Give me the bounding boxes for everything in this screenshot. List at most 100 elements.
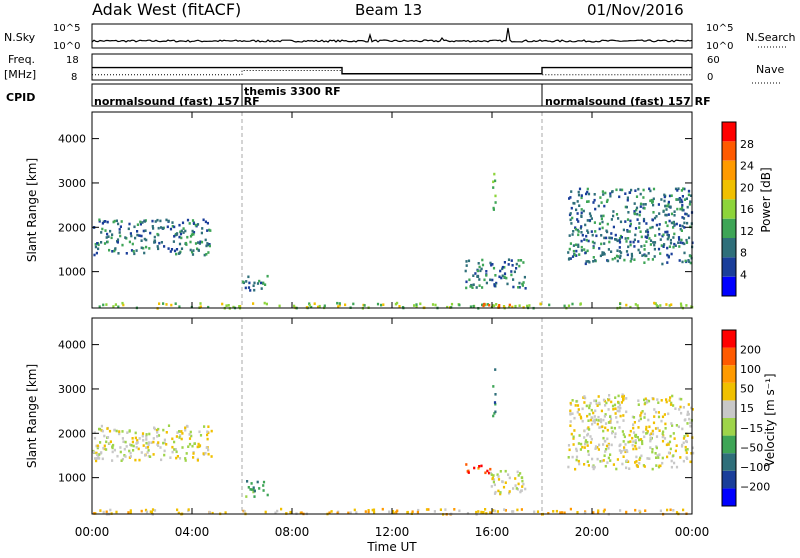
velocity-cell: [614, 396, 617, 399]
velocity-cell: [162, 428, 165, 432]
velocity-cell: [597, 510, 600, 514]
velocity-cell: [623, 435, 626, 439]
power-cell: [672, 226, 675, 229]
power-cell: [140, 246, 143, 250]
power-cell: [583, 248, 586, 251]
velocity-cell: [245, 495, 248, 498]
power-cell: [512, 278, 515, 281]
velocity-cell: [490, 473, 493, 476]
power-cell: [577, 245, 580, 248]
power-cell: [260, 281, 263, 285]
velocity-cell: [661, 415, 665, 419]
power-cell: [658, 227, 661, 231]
power-cell: [673, 242, 676, 246]
power-cell: [665, 208, 668, 211]
velocity-cell: [598, 426, 601, 429]
velocity-cell: [491, 477, 494, 481]
velocity-cell: [607, 408, 610, 411]
power-cell: [670, 252, 673, 256]
power-cell: [182, 227, 185, 230]
cpid-program-3: normalsound (fast) 157 RF: [545, 95, 711, 108]
power-cell: [653, 243, 656, 247]
velocity-cell: [568, 448, 571, 452]
velocity-cell: [411, 510, 414, 513]
velocity-cell: [190, 434, 193, 438]
power-cell: [642, 217, 646, 221]
power-cell: [189, 248, 192, 252]
power-cell: [244, 286, 247, 290]
velocity-cell: [623, 448, 626, 452]
velocity-cell: [649, 433, 652, 437]
power-cell: [100, 241, 103, 244]
power-cell: [651, 258, 654, 261]
power-cell: [610, 250, 613, 253]
velocity-cell: [622, 398, 625, 402]
velocity-cell: [655, 435, 659, 438]
power-cell: [98, 305, 101, 308]
velocity-cell: [632, 447, 635, 451]
power-cell: [670, 221, 673, 225]
power-cell: [633, 202, 636, 205]
power-cell: [638, 222, 641, 225]
power-cell: [630, 252, 633, 256]
velocity-cell: [252, 486, 255, 489]
power-cell: [645, 230, 648, 233]
velocity-cell: [680, 445, 684, 448]
power-cell: [97, 247, 100, 251]
velocity-cell: [685, 451, 688, 454]
power-cell: [585, 260, 588, 263]
power-cell: [492, 180, 495, 184]
power-cell: [636, 218, 639, 221]
velocity-cell: [660, 419, 663, 423]
power-cell: [413, 304, 416, 307]
velocity-cell: [648, 425, 651, 429]
velocity-cell: [594, 445, 598, 448]
power-cell: [94, 245, 97, 249]
power-cell: [687, 193, 690, 197]
velocity-cell: [685, 440, 688, 444]
velocity-cell: [524, 487, 527, 491]
power-cell: [173, 225, 176, 229]
power-cell: [548, 303, 551, 307]
power-cell: [608, 240, 611, 244]
power-cell: [681, 216, 684, 219]
power-cell: [619, 220, 623, 224]
velocity-cell: [477, 510, 480, 513]
power-cell: [652, 187, 656, 191]
power-cell: [571, 255, 575, 258]
power-cell: [575, 254, 578, 257]
power-cell: [683, 226, 686, 229]
power-cell: [586, 187, 589, 191]
velocity-cell: [604, 422, 608, 425]
power-cell: [570, 206, 573, 210]
velocity-cell: [127, 511, 130, 514]
velocity-cell: [596, 446, 599, 449]
power-cell: [629, 260, 632, 263]
power-cell: [658, 233, 661, 236]
velocity-cell: [173, 440, 176, 444]
velocity-cell: [202, 452, 205, 455]
power-cell: [139, 220, 142, 224]
velocity-cell: [95, 451, 98, 455]
power-cell: [680, 238, 683, 242]
velocity-cell: [572, 443, 575, 446]
power-cell: [645, 236, 648, 239]
power-cell: [640, 245, 643, 248]
velocity-cell: [684, 445, 687, 449]
power-cell: [580, 231, 583, 234]
velocity-cell: [690, 452, 693, 455]
velocity-cell: [615, 467, 618, 471]
velocity-cell: [347, 511, 350, 515]
power-cell: [154, 220, 157, 223]
velocity-cell: [253, 489, 256, 493]
power-cell: [642, 188, 645, 192]
power-cell: [173, 249, 177, 253]
power-cell: [618, 256, 622, 260]
power-cell: [498, 304, 501, 307]
velocity-cell: [607, 447, 610, 450]
velocity-cell: [147, 443, 150, 446]
power-cell: [511, 305, 514, 309]
power-cell: [206, 221, 209, 225]
power-cell: [266, 274, 269, 278]
